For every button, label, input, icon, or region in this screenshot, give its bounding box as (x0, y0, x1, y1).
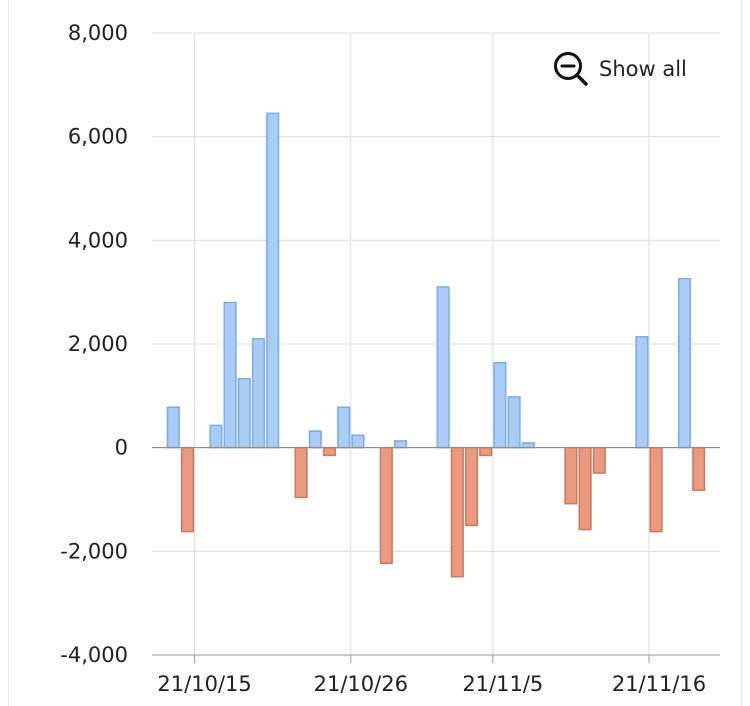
zoom-out-icon (554, 52, 588, 86)
bar-negative (379, 446, 393, 565)
bar-positive (209, 424, 223, 449)
x-tick-label: 21/10/15 (157, 672, 251, 696)
frame-edge-left (8, 0, 9, 706)
y-tick-label: 0 (115, 436, 128, 460)
frame-edge-right (741, 0, 742, 706)
y-tick-label: -2,000 (60, 539, 128, 563)
bar-negative (479, 446, 493, 457)
bar-positive (507, 396, 521, 449)
bars (166, 112, 706, 578)
bar-positive (166, 406, 180, 449)
x-tick-label: 21/11/5 (462, 672, 543, 696)
bar-negative (180, 446, 195, 533)
bar-positive (251, 338, 266, 449)
x-tick-label: 21/11/16 (612, 672, 706, 696)
x-tick-label: 21/10/26 (314, 672, 408, 696)
grid (152, 32, 720, 656)
y-tick-label: 4,000 (68, 228, 128, 252)
bar-negative (450, 446, 464, 578)
bar-positive (223, 301, 237, 449)
bar-positive (635, 335, 649, 449)
show-all-button[interactable]: Show all (553, 49, 687, 89)
bar-positive (308, 430, 322, 449)
bar-positive (337, 406, 351, 449)
y-tick-label: -4,000 (60, 643, 128, 667)
bar-positive (521, 442, 535, 449)
bar-positive (493, 361, 507, 449)
bar-positive (266, 112, 280, 449)
show-all-label: Show all (599, 57, 687, 81)
x-axis-labels: 21/10/15 21/10/26 21/11/5 21/11/16 (157, 672, 706, 696)
bar-negative (564, 446, 578, 505)
y-tick-label: 2,000 (68, 332, 128, 356)
bar-negative (578, 446, 592, 531)
bar-negative (649, 446, 663, 533)
bar-negative (294, 446, 308, 499)
bar-negative (592, 446, 606, 474)
y-tick-label: 8,000 (68, 21, 128, 45)
y-axis-labels: 8,000 6,000 4,000 2,000 0 -2,000 -4,000 (60, 21, 128, 667)
axes (152, 447, 720, 663)
bar-positive (237, 377, 251, 449)
bar-positive (677, 277, 692, 449)
bar-positive (436, 286, 450, 449)
bar-positive (351, 434, 365, 449)
y-tick-label: 6,000 (68, 125, 128, 149)
bar-positive (393, 440, 408, 449)
bar-negative (692, 446, 706, 491)
bar-negative (322, 446, 337, 457)
bar-negative (464, 446, 479, 527)
